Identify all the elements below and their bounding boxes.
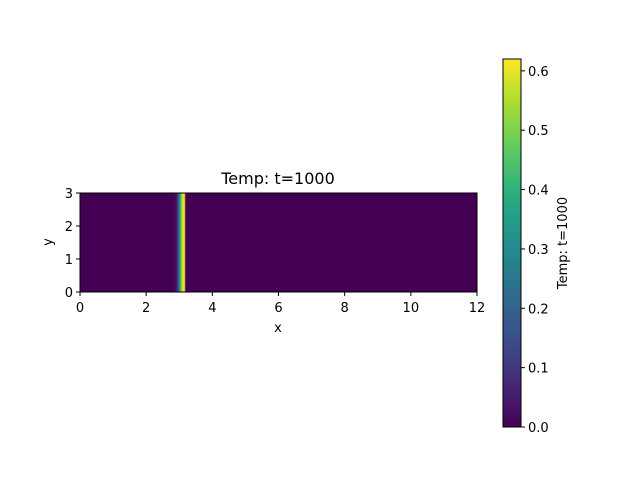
- x-tick-label: 6: [274, 301, 282, 316]
- colorbar-tick-label: 0.4: [528, 184, 549, 199]
- x-tick-label: 0: [76, 301, 84, 316]
- y-axis-label: y: [41, 238, 56, 246]
- chart-title: Temp: t=1000: [220, 169, 335, 188]
- colorbar-tick-label: 0.3: [528, 243, 549, 258]
- x-axis-ticks: 0 2 4 6 8 10 12: [76, 292, 485, 316]
- colorbar-tick-label: 0.2: [528, 302, 549, 317]
- colorbar-label: Temp: t=1000: [556, 197, 571, 290]
- colorbar-frame: [502, 58, 522, 428]
- colorbar-ticks: 0.0 0.1 0.2 0.3 0.4 0.5 0.6: [521, 65, 549, 436]
- x-tick-label: 8: [341, 301, 349, 316]
- heatmap-field: [80, 193, 477, 292]
- x-tick-label: 4: [208, 301, 216, 316]
- x-axis-label: x: [274, 321, 282, 336]
- x-tick-label: 10: [403, 301, 420, 316]
- y-tick-label: 0: [65, 286, 73, 301]
- x-tick-label: 2: [142, 301, 150, 316]
- y-tick-label: 3: [65, 187, 73, 202]
- colorbar-tick-label: 0.5: [528, 124, 549, 139]
- colorbar-tick-label: 0.0: [528, 421, 549, 436]
- colorbar-tick-label: 0.6: [528, 65, 549, 80]
- colorbar-tick-label: 0.1: [528, 362, 549, 377]
- colorbar: [503, 59, 521, 427]
- x-tick-label: 12: [469, 301, 486, 316]
- y-tick-label: 2: [65, 220, 73, 235]
- y-axis-ticks: 0 1 2 3: [65, 187, 80, 301]
- y-tick-label: 1: [65, 253, 73, 268]
